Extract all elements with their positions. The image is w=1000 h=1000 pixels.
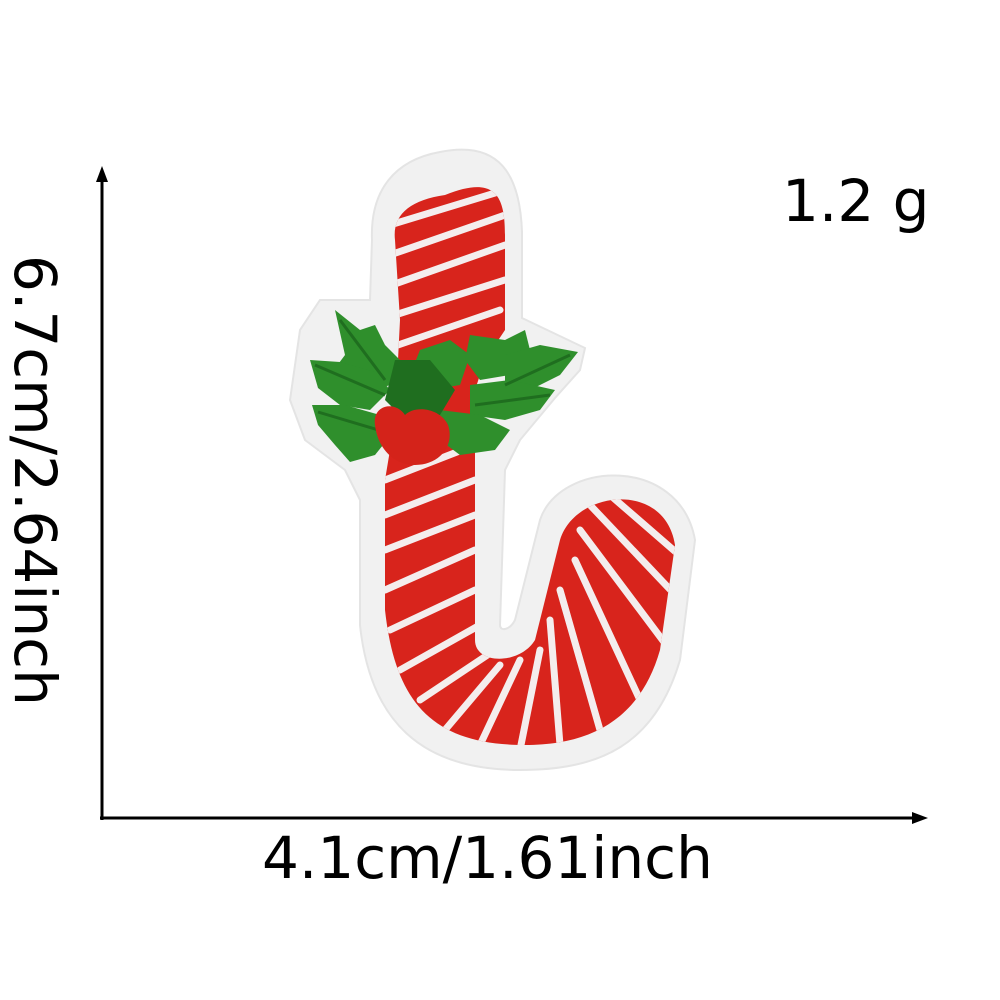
leaf-veins	[314, 319, 571, 434]
holly-leaves	[310, 310, 578, 462]
height-dimension-label: 6.7cm/2.64inch	[1, 255, 69, 706]
horizontal-axis-arrow	[912, 812, 928, 824]
holly-berry	[374, 406, 450, 465]
candy-cane	[385, 187, 675, 745]
vertical-axis-arrow	[96, 166, 108, 182]
candy-stripes	[385, 187, 675, 745]
dimension-axes	[96, 166, 928, 824]
weight-label: 1.2 g	[782, 167, 930, 235]
width-dimension-label: 4.1cm/1.61inch	[262, 824, 713, 892]
